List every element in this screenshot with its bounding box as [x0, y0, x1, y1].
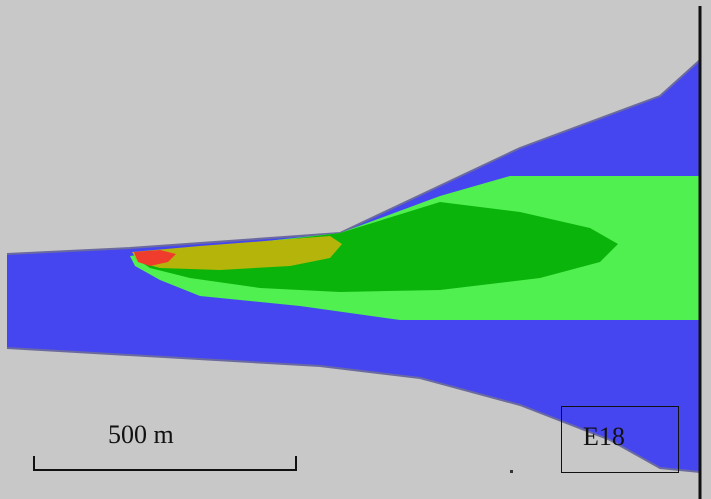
station-label: E18	[583, 422, 625, 451]
plume-zone-red	[134, 250, 176, 266]
plume-zone-green	[135, 202, 618, 292]
dot-mark	[510, 470, 513, 473]
station-box	[561, 406, 679, 473]
river-bank-upper	[6, 59, 701, 255]
scale-bar	[33, 456, 297, 471]
scale-bar-label: 500 m	[108, 420, 174, 449]
plume-zone-yellow	[132, 236, 342, 270]
river-bank-lower	[6, 347, 701, 473]
